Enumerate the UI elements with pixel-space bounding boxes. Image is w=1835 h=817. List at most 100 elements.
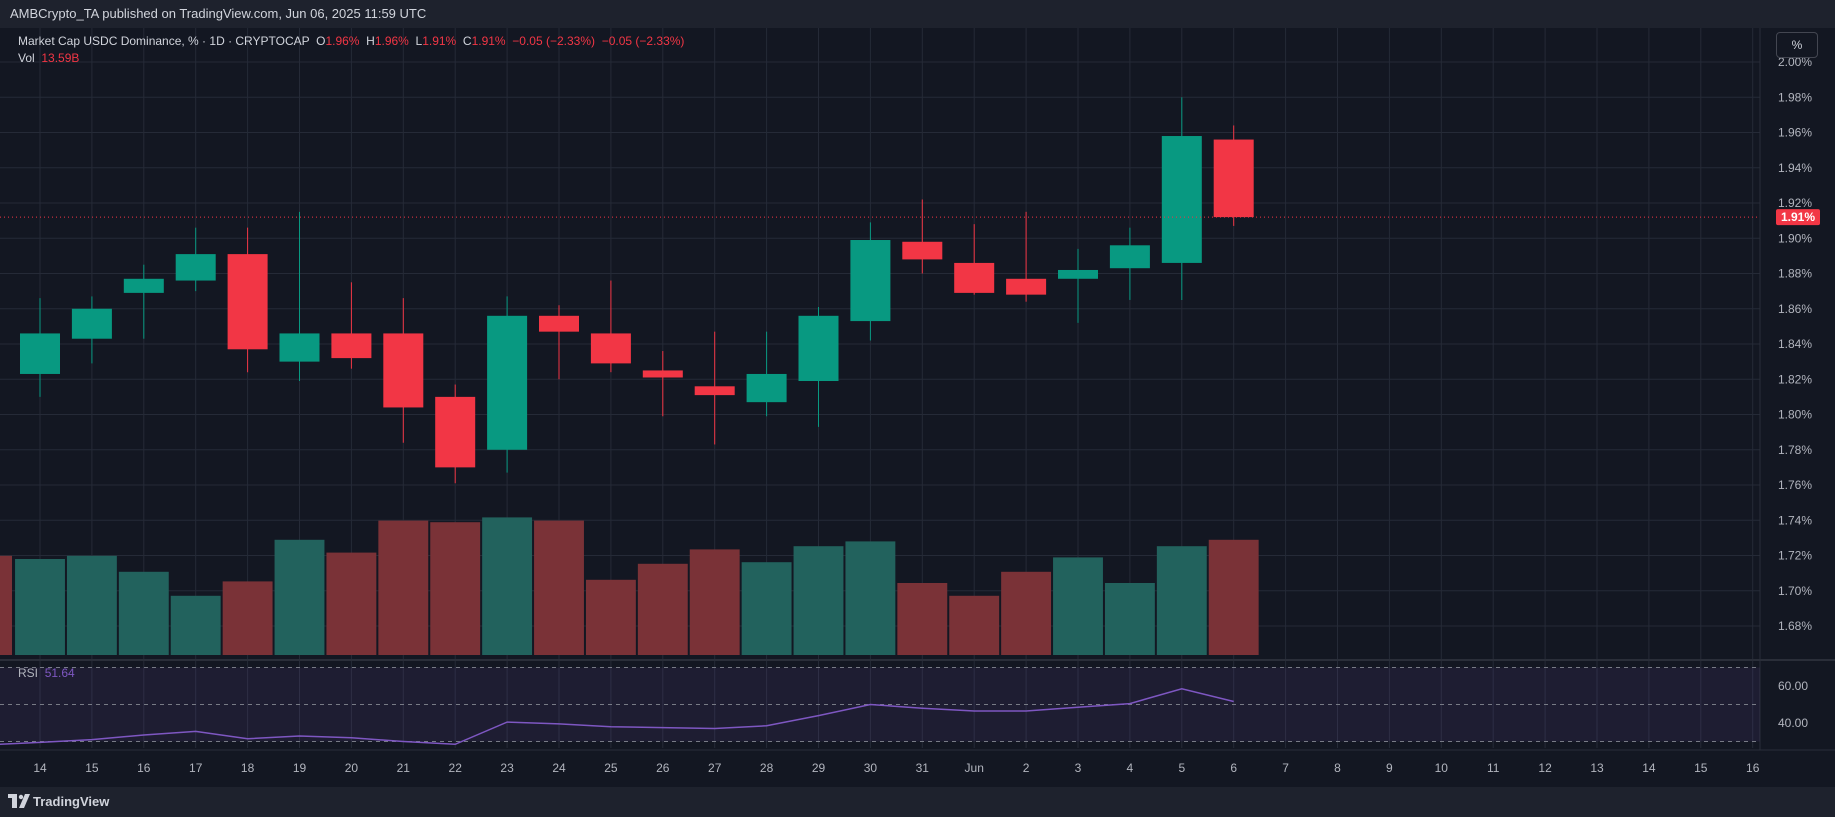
date-tick-label: 27 <box>708 761 722 775</box>
volume-value: 13.59B <box>41 51 80 65</box>
candle-body <box>20 333 60 374</box>
volume-bar <box>534 520 584 655</box>
volume-bar <box>482 517 533 655</box>
candle-body <box>1161 136 1202 263</box>
price-tick-label: 1.68% <box>1778 619 1812 633</box>
price-tick-label: 1.70% <box>1778 584 1812 598</box>
date-tick-label: 17 <box>189 761 203 775</box>
candle-body <box>383 333 424 408</box>
symbol-title: Market Cap USDC Dominance, % · 1D · CRYP… <box>18 34 310 48</box>
price-tick-label: 1.84% <box>1778 337 1812 351</box>
tradingview-logo-icon <box>8 794 30 808</box>
date-tick-label: 16 <box>137 761 151 775</box>
volume-bar <box>689 549 740 655</box>
volume-bar <box>1156 546 1207 655</box>
price-tick-label: 1.86% <box>1778 302 1812 316</box>
chart-canvas[interactable]: 2.00% 1.98% 1.96% 1.94% 1.92% 1.90% 1.88% 1.86%… <box>0 0 1835 787</box>
volume-bar <box>793 546 844 655</box>
volume-legend-row: Vol 13.59B <box>18 50 684 67</box>
date-tick-label: 11 <box>1487 761 1500 775</box>
candle-body <box>954 262 995 293</box>
candle-body <box>435 396 476 468</box>
date-tick-label: 31 <box>916 761 930 775</box>
candle-body <box>746 373 787 403</box>
date-tick-label: 20 <box>345 761 359 775</box>
low-label: L <box>415 34 423 48</box>
time-axis[interactable]: 14 15 16 17 18 19 20 21 22 23 24 25 26 27 28 29 30 31 Jun 2… <box>33 761 1759 775</box>
footer-bar: TradingView <box>0 787 1835 817</box>
volume-bar <box>274 539 325 655</box>
candle-body <box>798 315 839 382</box>
candle-body <box>71 308 112 339</box>
volume-bars <box>0 517 1259 655</box>
date-tick-label: 25 <box>604 761 618 775</box>
close-label: C <box>462 34 472 48</box>
date-tick-label: 28 <box>760 761 774 775</box>
date-tick-label: 19 <box>293 761 307 775</box>
date-tick-label: Jun <box>965 761 984 775</box>
rsi-line <box>0 687 1234 746</box>
volume-bar <box>897 583 948 655</box>
price-tick-label: 1.78% <box>1778 443 1812 457</box>
high-value: 1.96% <box>374 34 409 48</box>
candle-body <box>487 315 528 450</box>
date-tick-label: 21 <box>397 761 411 775</box>
volume-bar <box>170 595 221 655</box>
date-tick-label: 4 <box>1127 761 1134 775</box>
date-tick-label: 6 <box>1230 761 1237 775</box>
candle-body <box>642 370 683 378</box>
volume-bar <box>845 541 896 655</box>
date-tick-label: 13 <box>1590 761 1604 775</box>
last-price-badge <box>1776 209 1820 226</box>
price-tick-label: 1.88% <box>1778 267 1812 281</box>
price-tick-label: 1.82% <box>1778 372 1812 386</box>
date-tick-label: 14 <box>1642 761 1656 775</box>
candle-body <box>279 333 320 362</box>
volume-bar <box>326 552 377 655</box>
candle-body <box>123 278 164 293</box>
rsi-tick-label: 40.00 <box>1778 716 1808 730</box>
volume-bar <box>66 555 117 655</box>
candle-body <box>1058 269 1098 279</box>
date-tick-label: 29 <box>812 761 826 775</box>
candle-body <box>1109 245 1150 269</box>
candle-body <box>227 254 268 350</box>
candle-body <box>590 333 631 364</box>
date-tick-label: 26 <box>656 761 670 775</box>
date-tick-label: 30 <box>864 761 878 775</box>
date-tick-label: 23 <box>500 761 514 775</box>
volume-bar <box>949 595 1000 655</box>
date-tick-label: 12 <box>1538 761 1552 775</box>
rsi-label: RSI <box>18 666 39 680</box>
high-label: H <box>366 34 375 48</box>
price-tick-label: 1.76% <box>1778 478 1812 492</box>
date-tick-label: 15 <box>1694 761 1708 775</box>
price-tick-label: 1.90% <box>1778 231 1812 245</box>
volume-bar <box>15 559 65 655</box>
candle-body <box>1006 278 1047 295</box>
candle-body <box>902 241 943 260</box>
rsi-value: 51.64 <box>44 666 75 680</box>
candlesticks[interactable] <box>0 97 1760 484</box>
candle-body <box>539 315 579 332</box>
volume-bar <box>585 579 636 655</box>
date-tick-label: 10 <box>1435 761 1449 775</box>
price-axis[interactable]: 2.00% 1.98% 1.96% 1.94% 1.92% 1.90% 1.88% 1.86%… <box>1776 55 1820 730</box>
change-value: −0.05 (−2.33%) <box>512 34 596 48</box>
percent-scale-button[interactable]: % <box>1776 32 1818 58</box>
volume-bar <box>118 571 169 655</box>
price-tick-label: 1.72% <box>1778 549 1812 563</box>
rsi-legend: RSI 51.64 <box>18 666 75 680</box>
volume-bar <box>430 522 481 655</box>
price-tick-label: 1.80% <box>1778 408 1812 422</box>
open-value: 1.96% <box>325 34 360 48</box>
date-tick-label: 18 <box>241 761 255 775</box>
change-value-2: −0.05 (−2.33%) <box>601 34 685 48</box>
published-text: AMBCrypto_TA published on TradingView.co… <box>10 6 427 21</box>
rsi-pane <box>0 667 1760 746</box>
candle-body <box>175 254 216 281</box>
tradingview-brand: TradingView <box>33 794 110 809</box>
ohlc-legend-row: Market Cap USDC Dominance, % · 1D · CRYP… <box>18 33 684 50</box>
volume-bar <box>378 520 429 655</box>
date-tick-label: 3 <box>1075 761 1082 775</box>
